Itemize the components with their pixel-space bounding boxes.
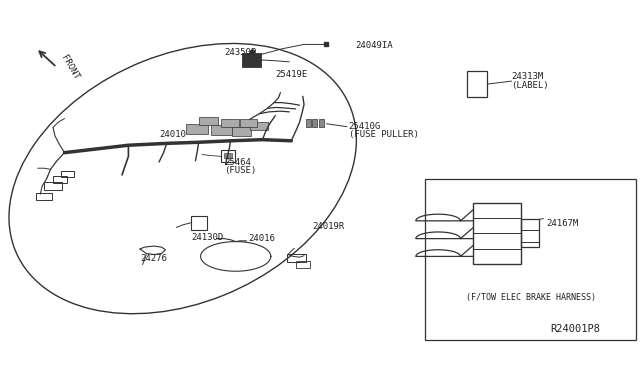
Bar (287, 254, 306, 262)
Bar (36, 193, 52, 200)
Bar (224, 153, 232, 158)
Text: 24350P: 24350P (224, 48, 256, 57)
Bar (232, 127, 251, 136)
Text: 24167M: 24167M (547, 219, 579, 228)
Text: 25410G: 25410G (349, 122, 381, 131)
Text: (LABEL): (LABEL) (511, 81, 549, 90)
Bar (521, 219, 539, 247)
Bar (467, 71, 487, 97)
Bar (186, 124, 208, 134)
Text: 24130D: 24130D (191, 232, 223, 242)
Bar (306, 119, 311, 128)
Text: (F/TOW ELEC BRAKE HARNESS): (F/TOW ELEC BRAKE HARNESS) (466, 293, 596, 302)
Bar (61, 171, 74, 177)
Bar (296, 261, 310, 267)
Text: FRONT: FRONT (60, 54, 81, 81)
Text: 24016: 24016 (248, 234, 275, 243)
Bar (426, 179, 636, 340)
Bar (240, 119, 257, 127)
Text: R24001P8: R24001P8 (550, 324, 600, 334)
Bar (250, 122, 268, 131)
Bar (53, 176, 67, 183)
Bar (319, 119, 324, 128)
Text: (FUSE): (FUSE) (224, 166, 257, 175)
Text: 24019R: 24019R (312, 222, 344, 231)
Bar (473, 203, 521, 264)
Bar (44, 182, 62, 190)
Bar (198, 117, 218, 125)
Text: (FUSE PULLER): (FUSE PULLER) (349, 130, 419, 140)
Text: 24010: 24010 (159, 129, 186, 139)
Bar (211, 125, 232, 135)
Text: 25464: 25464 (224, 158, 251, 167)
Text: 24049IA: 24049IA (355, 41, 393, 50)
Bar (242, 52, 261, 67)
Text: 24276: 24276 (140, 254, 167, 263)
Text: 25419E: 25419E (275, 70, 308, 79)
Bar (221, 150, 235, 162)
Bar (191, 216, 207, 230)
Bar (312, 119, 317, 128)
Text: 24313M: 24313M (511, 72, 544, 81)
Bar (221, 119, 239, 127)
